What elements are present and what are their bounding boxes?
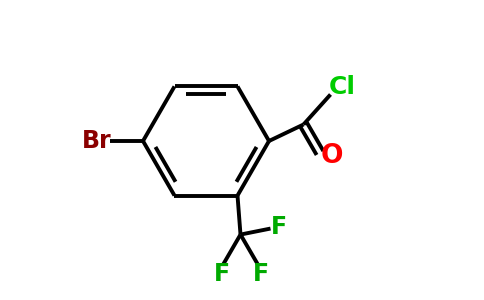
Text: O: O xyxy=(320,143,343,169)
Text: F: F xyxy=(253,262,269,286)
Text: F: F xyxy=(271,215,287,239)
Text: Br: Br xyxy=(82,129,111,153)
Text: Cl: Cl xyxy=(329,75,356,99)
Text: F: F xyxy=(213,262,230,286)
